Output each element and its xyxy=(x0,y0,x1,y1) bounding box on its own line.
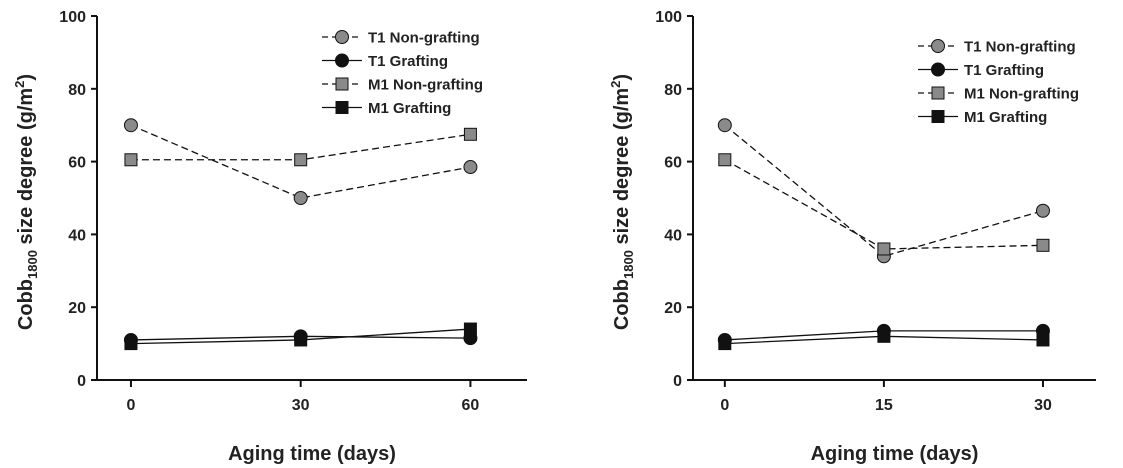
legend: T1 Non-grafting T1 Grafting M1 Non-graftin… xyxy=(918,39,1079,126)
y-axis-title-end: ) xyxy=(15,74,37,81)
data-point xyxy=(293,191,308,205)
y-tick-label: 0 xyxy=(77,373,86,390)
y-tick-label: 20 xyxy=(664,300,682,317)
y-tick-label: 60 xyxy=(664,155,682,172)
legend-marker xyxy=(335,101,349,114)
data-point xyxy=(124,337,138,351)
y-tick-label: 40 xyxy=(664,227,682,244)
series-line-1 xyxy=(130,124,471,199)
data-point xyxy=(123,118,138,133)
data-point xyxy=(1035,203,1050,218)
y-axis-title-sup: 2 xyxy=(608,81,623,88)
data-point xyxy=(877,329,891,343)
legend-marker xyxy=(931,62,945,77)
series-line-1 xyxy=(724,124,1044,257)
y-axis-title: Cobb1800 size degree (g/m2) xyxy=(12,74,40,330)
y-tick-label: 20 xyxy=(68,300,86,317)
y-tick-label: 80 xyxy=(68,82,86,99)
y-tick-label: 100 xyxy=(59,9,86,26)
data-point xyxy=(463,322,477,336)
legend-label: M1 Grafting xyxy=(368,100,451,117)
y-axis-title-end: ) xyxy=(611,74,633,81)
y-axis-title-rest: size degree (g/m xyxy=(611,88,633,250)
y-axis-title: Cobb1800 size degree (g/m2) xyxy=(608,74,636,330)
legend-label: T1 Grafting xyxy=(964,62,1044,79)
legend-marker xyxy=(931,86,945,100)
legend-marker xyxy=(335,77,349,91)
legend-marker xyxy=(931,110,945,123)
y-axis-title-sup: 2 xyxy=(12,81,27,88)
y-axis-title-sub: 1800 xyxy=(25,250,40,279)
legend-label: T1 Non-grafting xyxy=(368,30,480,47)
legend-label: M1 Non-grafting xyxy=(964,86,1079,103)
y-tick-label: 0 xyxy=(673,373,682,390)
chart-panel-1: 0 20 40 60 80 100 0 30 60 Aging time (days) Cobb18… xyxy=(12,9,527,465)
x-tick-label: 15 xyxy=(875,397,893,414)
legend-marker xyxy=(335,30,349,44)
data-point xyxy=(124,153,138,167)
y-axis-title-sub: 1800 xyxy=(621,250,636,279)
data-point xyxy=(717,118,732,133)
legend-label: T1 Non-grafting xyxy=(964,39,1076,56)
data-point xyxy=(1036,333,1050,347)
data-point xyxy=(294,333,308,347)
data-point xyxy=(463,160,478,175)
legend-label: M1 Non-grafting xyxy=(368,77,483,94)
y-axis-title-main: Cobb xyxy=(15,279,37,330)
x-tick-label: 60 xyxy=(462,397,480,414)
chart-panel-2: 0 20 40 60 80 100 0 15 30 Aging time (days) Cobb18… xyxy=(608,9,1096,465)
legend-label: M1 Grafting xyxy=(964,109,1047,126)
x-tick-label: 0 xyxy=(126,397,135,414)
data-point xyxy=(877,242,891,256)
x-tick-label: 0 xyxy=(720,397,729,414)
series-line-3 xyxy=(724,159,1043,250)
data-point xyxy=(294,153,308,167)
x-axis-title: Aging time (days) xyxy=(228,443,396,465)
legend-label: T1 Grafting xyxy=(368,53,448,70)
y-tick-label: 40 xyxy=(68,227,86,244)
y-axis-title-main: Cobb xyxy=(611,279,633,330)
legend-marker xyxy=(931,39,945,53)
data-point xyxy=(1036,238,1050,252)
y-axis-title-rest: size degree (g/m xyxy=(15,88,37,250)
x-tick-label: 30 xyxy=(292,397,310,414)
y-tick-label: 100 xyxy=(655,9,682,26)
data-point xyxy=(463,127,477,141)
data-point xyxy=(718,153,732,167)
y-tick-label: 60 xyxy=(68,155,86,172)
x-tick-label: 30 xyxy=(1034,397,1052,414)
legend: T1 Non-grafting T1 Grafting M1 Non-graftin… xyxy=(322,30,483,117)
x-axis-title: Aging time (days) xyxy=(811,443,979,465)
data-point xyxy=(718,337,732,351)
legend-marker xyxy=(335,53,349,68)
y-tick-label: 80 xyxy=(664,82,682,99)
